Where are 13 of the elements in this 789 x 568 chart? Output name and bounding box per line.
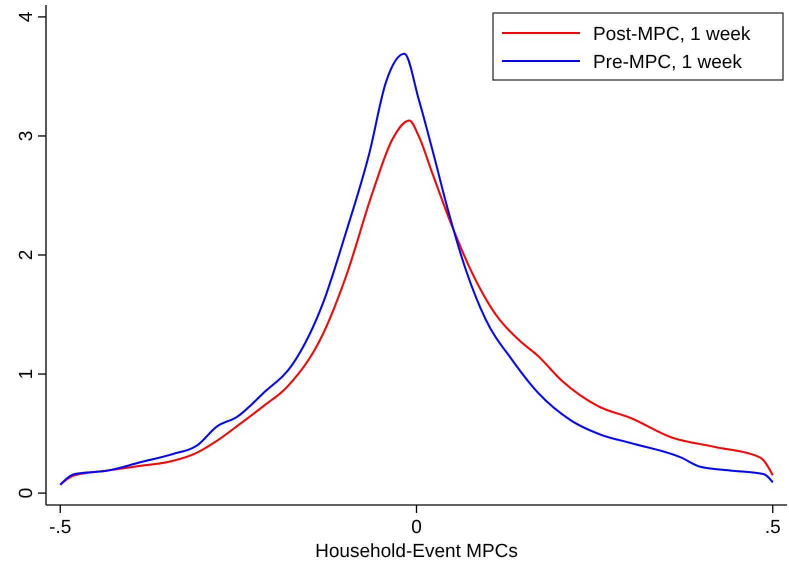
y-tick-label: 1 <box>16 368 37 380</box>
y-tick-label: 2 <box>16 250 37 260</box>
y-tick-label: 3 <box>16 130 37 142</box>
x-tick-label: 0 <box>411 517 422 538</box>
line-series <box>59 119 774 486</box>
y-tick-label: 4 <box>16 11 37 22</box>
x-tick-label: .5 <box>764 517 781 538</box>
legend-label: Post-MPC, 1 week <box>593 24 751 45</box>
legend-label: Pre-MPC, 1 week <box>593 52 742 73</box>
y-tick-label: 0 <box>16 488 37 498</box>
x-axis-title: Household-Event MPCs <box>315 541 518 562</box>
x-tick-label: -.5 <box>49 517 72 538</box>
line-series <box>59 52 774 486</box>
